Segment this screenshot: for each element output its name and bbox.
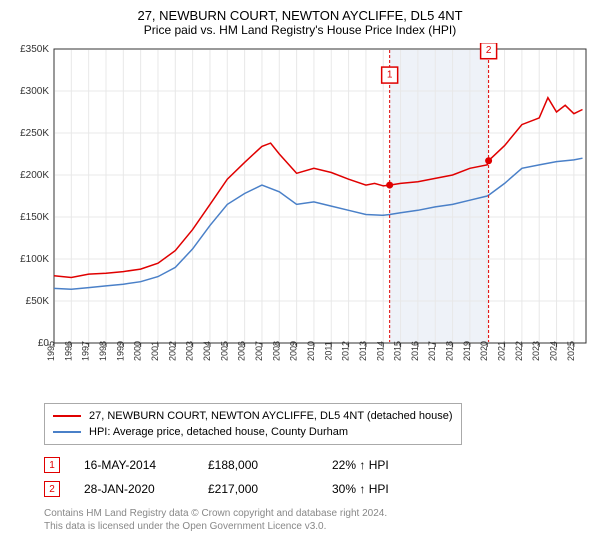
svg-text:2024: 2024 xyxy=(549,341,559,361)
legend-label: HPI: Average price, detached house, Coun… xyxy=(89,426,348,438)
svg-text:1995: 1995 xyxy=(46,341,56,361)
svg-text:2017: 2017 xyxy=(427,341,437,361)
footer-attribution: Contains HM Land Registry data © Crown c… xyxy=(44,507,590,533)
svg-text:1: 1 xyxy=(387,70,393,81)
line-chart: £0£50K£100K£150K£200K£250K£300K£350K1995… xyxy=(10,43,590,393)
arrow-up-icon: ↑ xyxy=(359,482,365,496)
svg-text:2: 2 xyxy=(486,45,492,56)
svg-text:2012: 2012 xyxy=(341,341,351,361)
svg-text:2007: 2007 xyxy=(254,341,264,361)
sales-table: 1 16-MAY-2014 £188,000 22% ↑ HPI 2 28-JAN-202… xyxy=(44,453,590,501)
svg-text:2011: 2011 xyxy=(323,341,333,360)
svg-text:£150K: £150K xyxy=(20,212,49,223)
svg-text:2025: 2025 xyxy=(566,341,576,361)
svg-text:1996: 1996 xyxy=(63,341,73,361)
svg-text:£350K: £350K xyxy=(20,44,49,55)
svg-text:2004: 2004 xyxy=(202,341,212,361)
sale-marker: 2 xyxy=(44,481,60,497)
svg-text:2005: 2005 xyxy=(219,341,229,361)
legend: 27, NEWBURN COURT, NEWTON AYCLIFFE, DL5 … xyxy=(44,403,462,445)
svg-text:£50K: £50K xyxy=(26,296,50,307)
chart-title: 27, NEWBURN COURT, NEWTON AYCLIFFE, DL5 … xyxy=(10,8,590,23)
svg-text:2021: 2021 xyxy=(497,341,507,361)
sale-marker: 1 xyxy=(44,457,60,473)
chart-area: £0£50K£100K£150K£200K£250K£300K£350K1995… xyxy=(10,43,590,393)
svg-text:2022: 2022 xyxy=(514,341,524,361)
sale-date: 28-JAN-2020 xyxy=(84,482,184,496)
legend-swatch xyxy=(53,415,81,417)
chart-subtitle: Price paid vs. HM Land Registry's House … xyxy=(10,23,590,37)
sale-date: 16-MAY-2014 xyxy=(84,458,184,472)
sale-price: £217,000 xyxy=(208,482,308,496)
svg-text:2008: 2008 xyxy=(271,341,281,361)
svg-text:2015: 2015 xyxy=(393,341,403,361)
sale-pct: 30% ↑ HPI xyxy=(332,482,432,496)
svg-text:2003: 2003 xyxy=(185,341,195,361)
svg-text:2018: 2018 xyxy=(445,341,455,361)
svg-text:2001: 2001 xyxy=(150,341,160,361)
svg-text:£300K: £300K xyxy=(20,86,49,97)
svg-text:£200K: £200K xyxy=(20,170,49,181)
footer-line: This data is licensed under the Open Gov… xyxy=(44,520,590,533)
svg-text:2013: 2013 xyxy=(358,341,368,361)
svg-text:2020: 2020 xyxy=(479,341,489,361)
sale-price: £188,000 xyxy=(208,458,308,472)
svg-text:2002: 2002 xyxy=(167,341,177,361)
svg-text:2023: 2023 xyxy=(531,341,541,361)
sale-row: 2 28-JAN-2020 £217,000 30% ↑ HPI xyxy=(44,477,590,501)
svg-text:2016: 2016 xyxy=(410,341,420,361)
legend-row: 27, NEWBURN COURT, NEWTON AYCLIFFE, DL5 … xyxy=(53,408,453,424)
svg-text:2014: 2014 xyxy=(375,341,385,361)
svg-text:2006: 2006 xyxy=(237,341,247,361)
sale-row: 1 16-MAY-2014 £188,000 22% ↑ HPI xyxy=(44,453,590,477)
svg-text:1997: 1997 xyxy=(81,341,91,361)
svg-text:£100K: £100K xyxy=(20,254,49,265)
svg-text:2009: 2009 xyxy=(289,341,299,361)
legend-row: HPI: Average price, detached house, Coun… xyxy=(53,424,453,440)
sale-pct: 22% ↑ HPI xyxy=(332,458,432,472)
svg-text:2000: 2000 xyxy=(133,341,143,361)
svg-text:1998: 1998 xyxy=(98,341,108,361)
svg-text:1999: 1999 xyxy=(115,341,125,361)
footer-line: Contains HM Land Registry data © Crown c… xyxy=(44,507,590,520)
legend-swatch xyxy=(53,431,81,433)
svg-text:£250K: £250K xyxy=(20,128,49,139)
svg-text:2019: 2019 xyxy=(462,341,472,361)
arrow-up-icon: ↑ xyxy=(359,458,365,472)
legend-label: 27, NEWBURN COURT, NEWTON AYCLIFFE, DL5 … xyxy=(89,410,453,422)
svg-text:2010: 2010 xyxy=(306,341,316,361)
